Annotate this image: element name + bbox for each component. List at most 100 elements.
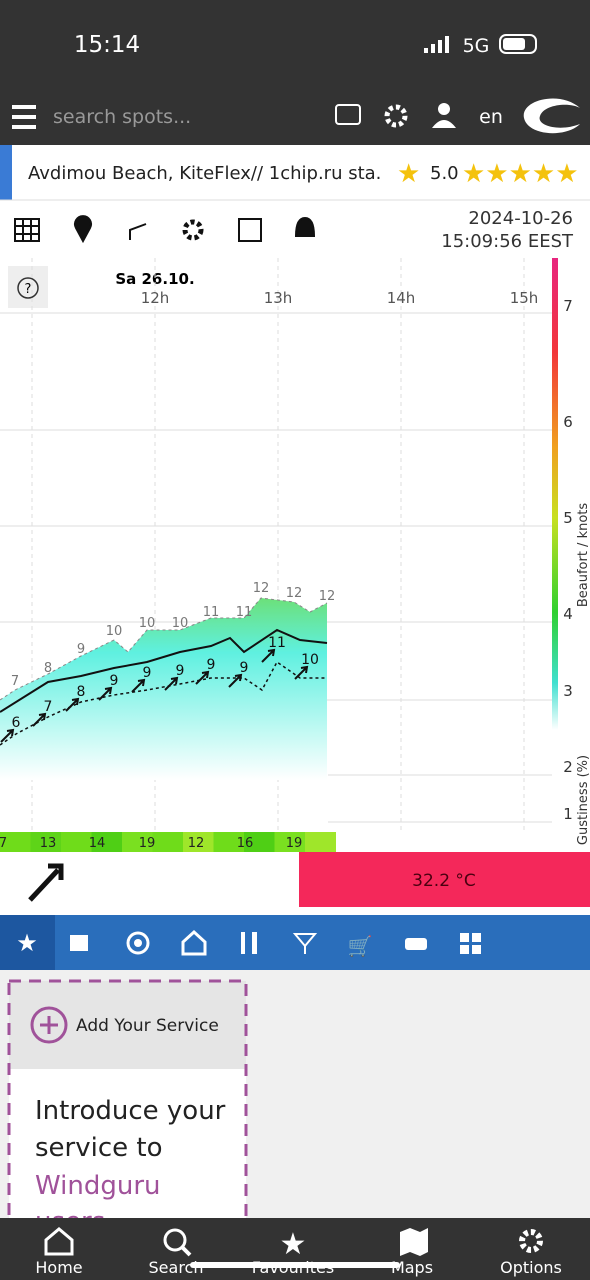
help-button[interactable] xyxy=(8,266,48,308)
color-scale xyxy=(552,258,558,730)
category-bar xyxy=(0,915,590,970)
gust-line xyxy=(0,597,328,701)
gust-cell xyxy=(183,832,214,852)
bottom-nav xyxy=(0,1218,590,1280)
service-text: Introduce your service to xyxy=(35,1096,226,1163)
gust-cell xyxy=(61,832,92,852)
mean-label: 8 xyxy=(77,684,86,700)
gust-cell xyxy=(213,832,245,852)
hour-label: 14h xyxy=(387,289,416,307)
category-icons[interactable]: ★ 🛒 xyxy=(16,929,481,958)
chat-icon[interactable] xyxy=(335,104,361,125)
gust-label: 7 xyxy=(11,674,19,689)
hour-label: 15h xyxy=(510,289,539,307)
temperature-box xyxy=(299,852,590,907)
mean-label: 10 xyxy=(301,652,319,668)
svg-text:★: ★ xyxy=(280,1227,307,1262)
spot-name: Avdimou Beach, KiteFlex// 1chip.ru sta. xyxy=(28,163,381,184)
language[interactable]: en xyxy=(479,106,503,128)
signal xyxy=(424,36,449,53)
nav-label[interactable]: Maps xyxy=(391,1258,433,1277)
home-indicator xyxy=(190,1262,400,1268)
gust-cell xyxy=(305,832,336,852)
scale-label: 7 xyxy=(563,297,573,315)
nav-label[interactable]: Search xyxy=(149,1258,204,1277)
mean-label: 11 xyxy=(268,635,286,651)
network: 5G xyxy=(463,35,490,57)
gustiness-label: 12 xyxy=(188,836,205,851)
gustiness-label: 19 xyxy=(139,836,156,851)
settings-icon[interactable] xyxy=(384,104,408,128)
gust-cell xyxy=(0,832,31,852)
mean-label: 6 xyxy=(12,715,21,731)
gust-cell xyxy=(30,832,62,852)
nav-label[interactable]: Home xyxy=(35,1258,82,1277)
direction-arrow xyxy=(228,673,243,688)
user-icon[interactable] xyxy=(438,103,450,115)
gust-label: 9 xyxy=(77,642,85,657)
service-title: Add Your Service xyxy=(76,1016,219,1036)
mean-label: 9 xyxy=(207,657,216,673)
date: 2024-10-26 xyxy=(468,208,573,229)
gust-label: 10 xyxy=(106,624,123,639)
wind-direction-arrow xyxy=(28,863,64,902)
gust-cell xyxy=(152,832,184,852)
scale-label: 4 xyxy=(563,605,573,623)
scale-label: 5 xyxy=(563,509,573,527)
scale-title: Beaufort / knots xyxy=(576,503,590,608)
mean-label: 9 xyxy=(176,663,185,679)
nav-label[interactable]: Options xyxy=(500,1258,562,1277)
gust-label: 12 xyxy=(319,589,336,604)
clock: 15:14 xyxy=(74,32,140,58)
gust-label: 12 xyxy=(286,586,303,601)
gust-scale-title: Gustiness (%) xyxy=(576,755,590,845)
direction-arrow xyxy=(294,665,309,680)
day-label: Sa 26.10. xyxy=(115,270,194,288)
hour-label: 13h xyxy=(264,289,293,307)
mean-line xyxy=(0,628,328,713)
mean-label: 9 xyxy=(143,665,152,681)
scale-label: 6 xyxy=(563,413,573,431)
wind-labels: 12h 13h 14h 15h 7 6 5 4 3 2 1 Beaufort / knots Gusti… xyxy=(0,289,590,845)
direction-arrow xyxy=(32,712,47,727)
direction-arrow xyxy=(261,648,276,663)
min-line xyxy=(0,660,327,746)
svg-text:🛒: 🛒 xyxy=(348,934,373,958)
gust-cell xyxy=(244,832,275,852)
logo[interactable] xyxy=(523,98,580,134)
mean-label: 9 xyxy=(240,660,249,676)
service-link[interactable]: Windguru xyxy=(35,1171,161,1201)
bottom-icons[interactable]: ★ xyxy=(44,1227,543,1262)
hour-label: 12h xyxy=(141,289,170,307)
gustiness-label: 7 xyxy=(0,836,7,851)
direction-arrow xyxy=(195,670,210,685)
svg-text:★: ★ xyxy=(397,159,420,189)
direction-arrow xyxy=(0,728,15,743)
gust-label: 8 xyxy=(44,661,52,676)
gust-cell xyxy=(122,832,153,852)
menu-button[interactable] xyxy=(12,105,36,129)
wind-area xyxy=(0,598,327,780)
gustiness-label: 14 xyxy=(89,836,106,851)
toolbar-icons[interactable] xyxy=(14,215,316,244)
top-bar xyxy=(0,0,590,145)
gust-cell xyxy=(91,832,123,852)
scale-label: 1 xyxy=(563,805,573,823)
gust-label: 10 xyxy=(139,616,156,631)
gustiness-label: 19 xyxy=(286,836,303,851)
svg-text:★: ★ xyxy=(16,929,38,957)
stars: ★ ★★★★★ xyxy=(397,159,579,189)
temperature: 32.2 °C xyxy=(412,871,476,891)
battery xyxy=(499,34,537,54)
mean-label: 7 xyxy=(44,699,53,715)
category-active[interactable] xyxy=(0,915,55,970)
gustiness-bar: 7 13 14 19 12 16 19 xyxy=(0,832,336,852)
search-input[interactable]: search spots... xyxy=(53,106,191,128)
time: 15:09:56 EEST xyxy=(441,231,574,252)
scale-label: 3 xyxy=(563,682,573,700)
svg-text:★★★★★: ★★★★★ xyxy=(462,159,579,189)
direction-arrow xyxy=(164,676,179,691)
direction-arrow xyxy=(65,697,80,712)
